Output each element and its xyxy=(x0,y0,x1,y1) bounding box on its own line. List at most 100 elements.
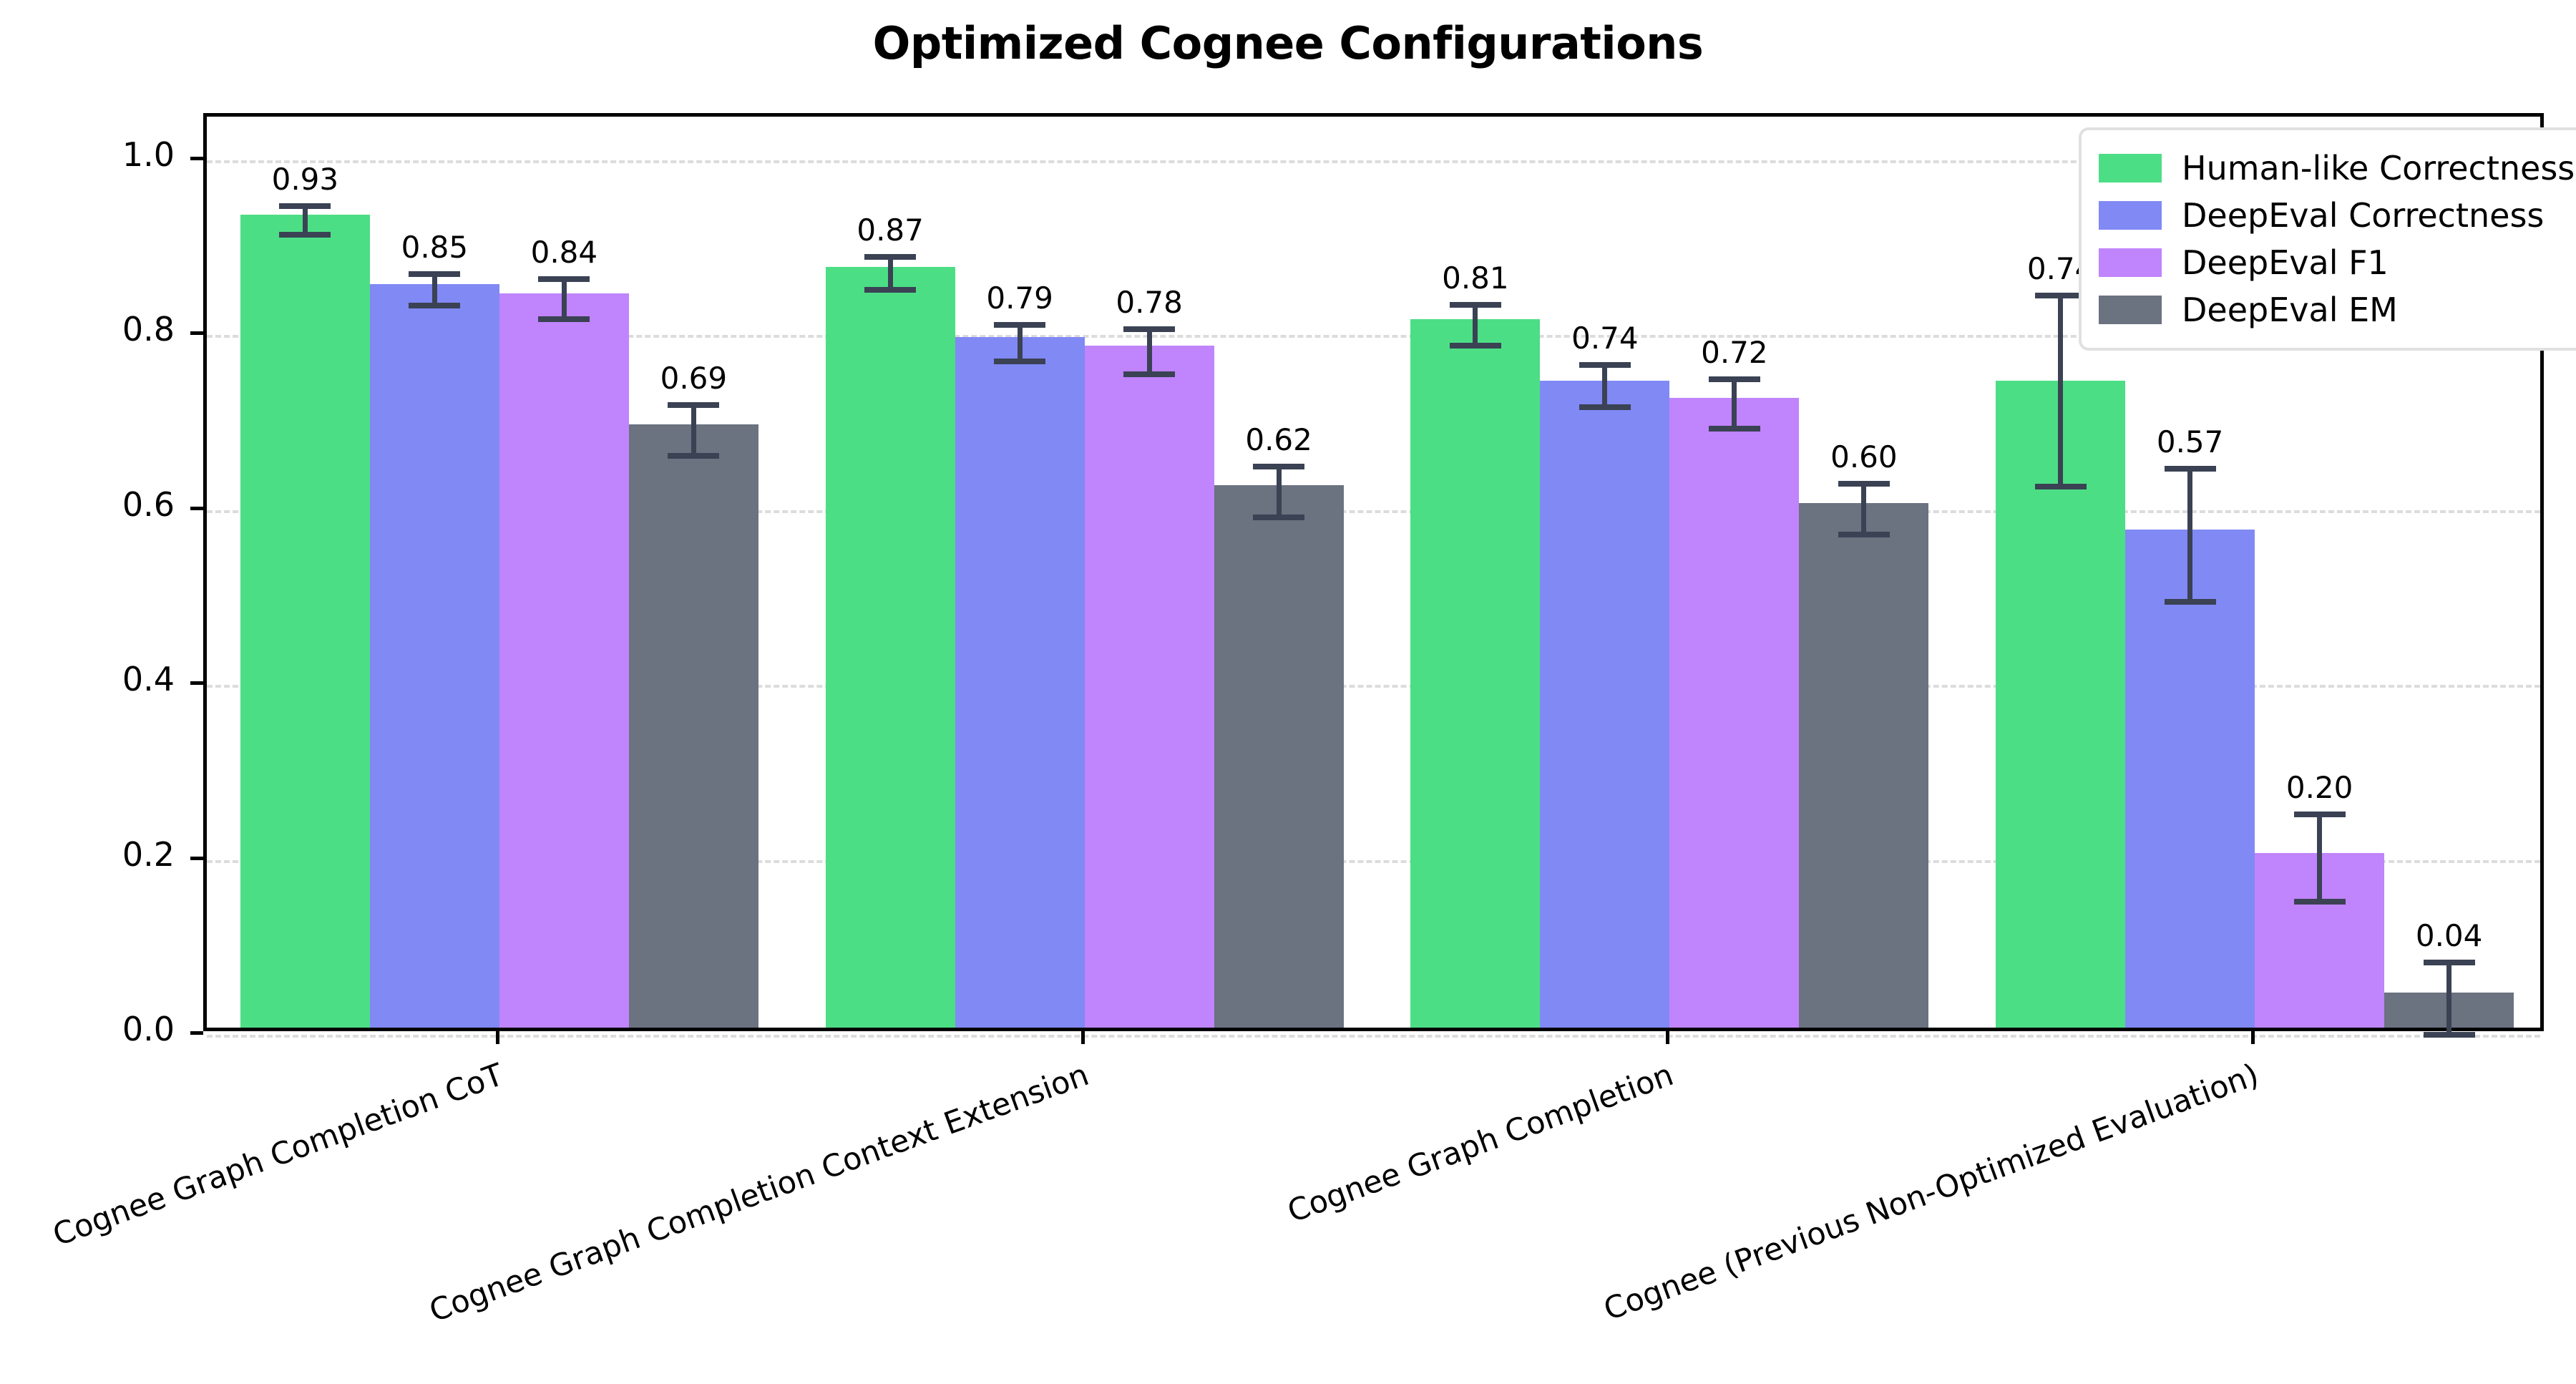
error-bar-cap xyxy=(994,359,1046,365)
error-bar-cap xyxy=(2293,899,2346,905)
bar[interactable] xyxy=(1540,380,1670,1028)
error-bar-line xyxy=(1146,328,1152,375)
error-bar-cap xyxy=(1838,532,1890,538)
gridline xyxy=(207,335,2540,338)
legend-item[interactable]: DeepEval EM xyxy=(2099,286,2575,333)
error-bar-line xyxy=(2446,962,2452,1035)
error-bar-line xyxy=(2317,814,2323,902)
y-tick-mark xyxy=(190,157,203,161)
legend-swatch xyxy=(2099,201,2162,230)
legend-item[interactable]: Human-like Correctness xyxy=(2099,145,2575,192)
x-tick-mark xyxy=(1666,1031,1670,1044)
error-bar-line xyxy=(2058,296,2064,487)
error-bar-cap xyxy=(668,402,720,409)
error-bar-line xyxy=(1861,484,1867,535)
chart-title: Optimized Cognee Configurations xyxy=(872,17,1704,69)
error-bar-cap xyxy=(2164,466,2216,472)
legend-label: DeepEval F1 xyxy=(2182,243,2389,282)
error-bar-cap xyxy=(1449,343,1501,349)
y-tick-label: 0.4 xyxy=(122,660,175,699)
bar-value-label: 0.81 xyxy=(1442,260,1509,296)
y-tick-mark xyxy=(190,856,203,860)
error-bar-cap xyxy=(1253,514,1305,520)
error-bar-cap xyxy=(864,253,917,260)
error-bar-cap xyxy=(1123,326,1176,332)
x-tick-mark xyxy=(2251,1031,2255,1044)
y-tick-label: 0.6 xyxy=(122,484,175,524)
bar-value-label: 0.72 xyxy=(1701,334,1768,370)
y-tick-label: 1.0 xyxy=(122,135,175,175)
x-tick-mark xyxy=(495,1031,499,1044)
error-bar-cap xyxy=(279,231,331,238)
error-bar-line xyxy=(1732,379,1737,429)
gridline xyxy=(207,685,2540,688)
bar-value-label: 0.78 xyxy=(1116,284,1183,320)
bar[interactable] xyxy=(1669,398,1800,1028)
bar[interactable] xyxy=(369,284,499,1028)
error-bar-cap xyxy=(1123,371,1176,378)
chart-legend[interactable]: Human-like Correctness DeepEval Correctne… xyxy=(2079,127,2576,351)
error-bar-cap xyxy=(279,203,331,209)
error-bar-cap xyxy=(1838,481,1890,487)
bar-value-label: 0.04 xyxy=(2415,917,2483,953)
gridline xyxy=(207,859,2540,863)
y-tick-label: 0.0 xyxy=(122,1010,175,1048)
legend-swatch xyxy=(2099,248,2162,277)
error-bar-cap xyxy=(994,321,1046,328)
y-tick-mark xyxy=(190,506,203,510)
error-bar-line xyxy=(1602,365,1608,407)
error-bar-cap xyxy=(409,302,461,308)
error-bar-cap xyxy=(2164,599,2216,605)
bar[interactable] xyxy=(955,336,1085,1028)
error-bar-cap xyxy=(864,286,917,293)
bar-value-label: 0.87 xyxy=(857,212,924,248)
error-bar-line xyxy=(2187,469,2193,603)
bar-value-label: 0.62 xyxy=(1245,421,1312,457)
y-tick-label: 0.2 xyxy=(122,834,175,874)
error-bar-line xyxy=(1473,304,1478,346)
error-bar-cap xyxy=(2423,959,2475,965)
legend-label: Human-like Correctness xyxy=(2182,149,2575,187)
bar-value-label: 0.93 xyxy=(271,161,339,197)
error-bar-line xyxy=(1276,466,1282,517)
bar-value-label: 0.20 xyxy=(2285,770,2353,806)
bar[interactable] xyxy=(499,293,629,1028)
error-bar-cap xyxy=(1579,362,1631,369)
error-bar-cap xyxy=(1579,404,1631,410)
x-tick-mark xyxy=(1080,1031,1085,1044)
bar[interactable] xyxy=(825,266,955,1028)
legend-swatch xyxy=(2099,154,2162,182)
bar[interactable] xyxy=(240,214,370,1028)
y-tick-mark xyxy=(190,331,203,336)
legend-swatch xyxy=(2099,296,2162,324)
legend-item[interactable]: DeepEval Correctness xyxy=(2099,192,2575,239)
error-bar-cap xyxy=(2423,1032,2475,1038)
error-bar-cap xyxy=(1708,376,1760,382)
error-bar-line xyxy=(1017,324,1023,362)
gridline xyxy=(207,160,2540,164)
bar-value-label: 0.69 xyxy=(660,361,728,396)
legend-item[interactable]: DeepEval F1 xyxy=(2099,239,2575,286)
y-tick-mark xyxy=(190,681,203,686)
bar[interactable] xyxy=(1214,485,1344,1028)
y-tick-mark xyxy=(190,1031,203,1035)
error-bar-cap xyxy=(538,316,590,323)
bar[interactable] xyxy=(628,424,758,1028)
bar[interactable] xyxy=(2125,529,2255,1028)
chart-figure: Optimized Cognee Configurations 0.93 0.87… xyxy=(48,17,2576,1330)
error-bar-cap xyxy=(1708,426,1760,432)
error-bar-cap xyxy=(409,271,461,277)
bar-value-label: 0.79 xyxy=(986,280,1053,316)
gridline xyxy=(207,1035,2540,1038)
error-bar-cap xyxy=(2034,293,2087,299)
error-bar-line xyxy=(887,256,893,290)
error-bar-cap xyxy=(2034,483,2087,489)
bar[interactable] xyxy=(1410,319,1541,1028)
bar[interactable] xyxy=(1084,345,1214,1028)
bar[interactable] xyxy=(1799,502,1929,1028)
legend-label: DeepEval Correctness xyxy=(2182,196,2545,235)
error-bar-line xyxy=(431,273,437,306)
error-bar-cap xyxy=(668,453,720,459)
x-tick-label: Cognee Graph Completion CoT xyxy=(48,1057,508,1254)
error-bar-line xyxy=(302,205,308,235)
